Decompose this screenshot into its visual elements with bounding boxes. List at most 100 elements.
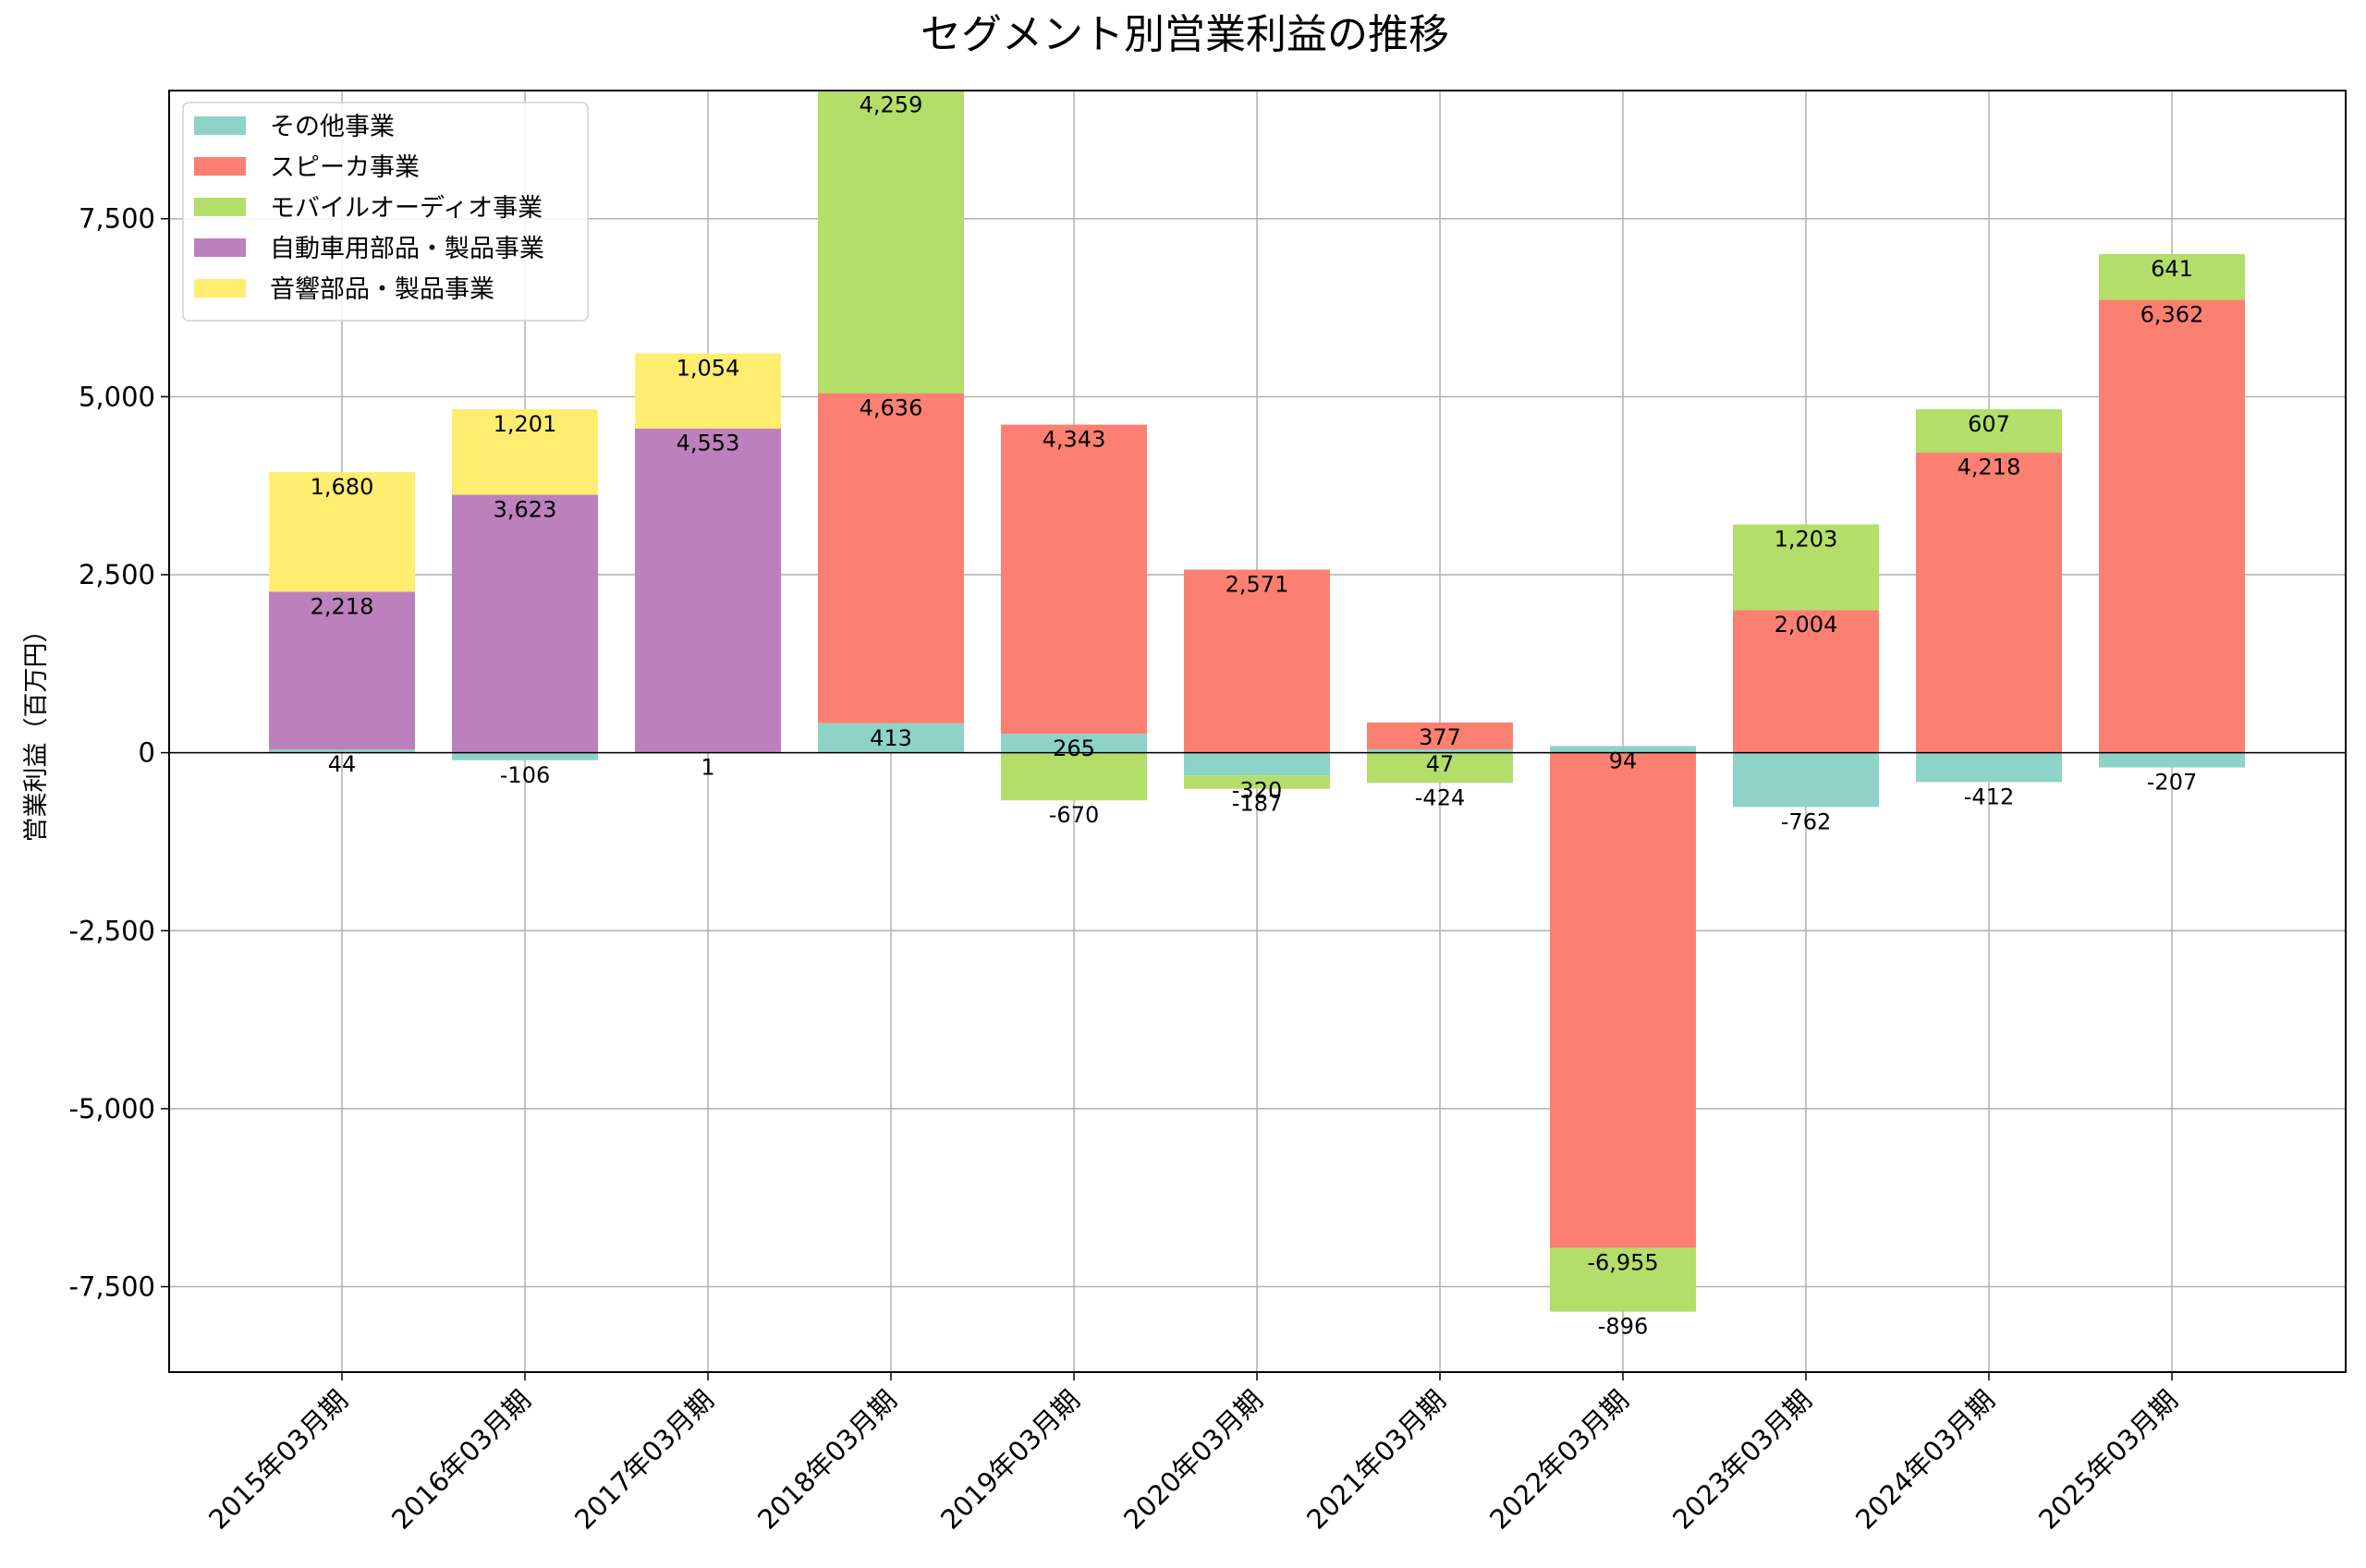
x-tick-label: 2025年03月期 (2032, 1384, 2184, 1536)
data-label: 1,203 (1774, 526, 1838, 552)
bar-segment (1916, 752, 2062, 783)
x-tick-label: 2022年03月期 (1483, 1384, 1635, 1536)
data-label: -106 (500, 762, 550, 788)
bar-segment (269, 749, 415, 753)
data-label: 4,259 (860, 91, 923, 117)
bar-segment (2099, 752, 2245, 768)
data-label: 413 (870, 725, 912, 751)
bar-segment (1367, 722, 1513, 749)
bar-segment (818, 90, 964, 394)
data-label: 44 (328, 751, 357, 777)
bar-segment (1550, 746, 1696, 753)
bar-segment (1916, 452, 2062, 753)
bar-segment (1184, 775, 1330, 789)
x-axis: 2015年03月期 2016年03月期 2017年03月期 2018年03月期 2019… (202, 1372, 2184, 1536)
bar-segment (1916, 408, 2062, 453)
x-tick-label: 2021年03月期 (1300, 1384, 1452, 1536)
legend-label: モバイルオーディオ事業 (270, 194, 543, 223)
bar-segment (1184, 752, 1330, 776)
y-axis-title: 営業利益（百万円） (22, 618, 51, 843)
bar-segment (635, 353, 781, 429)
legend: その他事業スピーカ事業モバイルオーディオ事業自動車用部品・製品事業音響部品・製品… (182, 102, 589, 322)
data-label: 1,680 (311, 474, 374, 500)
legend-label: 自動車用部品・製品事業 (270, 235, 544, 263)
bar-segment (1184, 569, 1330, 753)
y-tick-label: 2,500 (79, 559, 155, 590)
data-label: 3,623 (494, 496, 557, 522)
y-tick-label: 7,500 (79, 203, 155, 235)
bar-segment (452, 494, 598, 753)
data-label: 2,571 (1226, 572, 1289, 598)
data-label: 47 (1426, 751, 1455, 777)
y-tick-label: 0 (139, 737, 155, 769)
x-tick-label: 2018年03月期 (751, 1384, 903, 1536)
x-tick-label: 2017年03月期 (568, 1384, 720, 1536)
x-tick-label: 2020年03月期 (1117, 1384, 1269, 1536)
legend-swatch (194, 116, 246, 135)
bar-segment (2099, 253, 2245, 300)
data-label: 2,004 (1774, 612, 1838, 638)
y-tick-label: -2,500 (69, 915, 156, 946)
data-label: 94 (1609, 748, 1638, 773)
data-label: -762 (1781, 808, 1831, 834)
data-label: -424 (1415, 784, 1465, 810)
chart-title: セグメント別営業利益の推移 (921, 11, 1449, 58)
legend-label: スピーカ事業 (270, 153, 420, 182)
data-label: 6,362 (2140, 301, 2204, 327)
legend-label: その他事業 (270, 113, 395, 141)
legend-box (182, 102, 589, 322)
legend-swatch (194, 157, 246, 176)
data-label: 4,343 (1043, 427, 1106, 453)
y-tick-label: -7,500 (69, 1271, 156, 1303)
bar-segment (1001, 734, 1147, 753)
data-label: 1 (701, 755, 714, 781)
data-label: 4,218 (1957, 455, 2021, 480)
data-label: -412 (1964, 784, 2014, 809)
data-label: -207 (2147, 770, 2197, 796)
data-label: 377 (1419, 724, 1461, 750)
legend-swatch (194, 198, 246, 216)
x-tick-label: 2024年03月期 (1849, 1384, 2001, 1536)
data-label: -670 (1049, 802, 1099, 828)
x-tick-label: 2015年03月期 (202, 1384, 354, 1536)
y-tick-label: -5,000 (69, 1093, 156, 1124)
bar-segment (1733, 752, 1879, 808)
bar-segment (2099, 299, 2245, 753)
legend-label: 音響部品・製品事業 (270, 275, 494, 304)
bar-segment (452, 752, 598, 760)
x-tick-label: 2016年03月期 (385, 1384, 537, 1536)
bar-segment (1550, 752, 1696, 1248)
bar-segment (269, 591, 415, 750)
data-label: 4,636 (860, 395, 923, 421)
bar-segment (635, 428, 781, 753)
bar-segment (1001, 752, 1147, 801)
bar-segment (452, 408, 598, 495)
data-label: 265 (1053, 735, 1095, 761)
bar-segment (1001, 424, 1147, 735)
data-labels: 44 -106 1 413 265 -320 47 94 -762 -412 -207 4,636 4,… (311, 91, 2204, 1339)
bar-segment (1733, 610, 1879, 753)
bar-segment (818, 393, 964, 723)
legend-swatch (194, 279, 246, 298)
x-tick-label: 2019年03月期 (934, 1384, 1086, 1536)
data-label: 2,218 (311, 593, 374, 619)
data-label: 641 (2151, 256, 2193, 282)
data-label: 4,553 (677, 431, 740, 456)
data-label: -896 (1598, 1314, 1648, 1340)
bar-segment (818, 723, 964, 753)
bar-segment (1733, 524, 1879, 611)
y-axis: -7,500 -5,000 -2,500 0 2,500 5,000 7,500 (69, 203, 169, 1303)
data-label: 1,201 (494, 411, 557, 437)
data-label: 1,054 (677, 355, 740, 381)
bar-segment (1550, 1247, 1696, 1312)
data-label: -187 (1232, 791, 1282, 817)
bar-segment (1367, 752, 1513, 784)
y-tick-label: 5,000 (79, 381, 155, 412)
data-label: -6,955 (1587, 1250, 1658, 1276)
bar-segment (1367, 748, 1513, 753)
data-label: 607 (1968, 411, 2010, 437)
bar-segment (269, 471, 415, 592)
legend-swatch (194, 238, 246, 257)
x-tick-label: 2023年03月期 (1666, 1384, 1818, 1536)
